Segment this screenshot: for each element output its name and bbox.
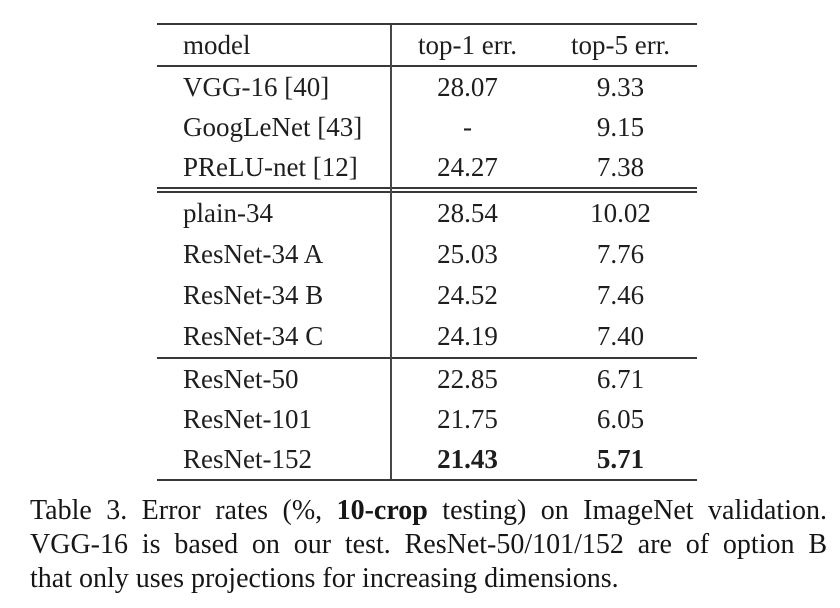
top5-cell: 7.38 (596, 151, 645, 182)
top5-cell: 6.05 (596, 403, 645, 434)
table-row: PReLU-net [12] 24.27 7.38 (157, 147, 697, 187)
model-cell: VGG-16 [40] (183, 71, 330, 102)
top1-cell: - (463, 111, 472, 142)
header-top5-err: top-5 err. (571, 29, 670, 60)
results-table: model top-1 err. top-5 err. VGG-16 [40] … (157, 23, 697, 481)
table-section-baselines: VGG-16 [40] 28.07 9.33 GoogLeNet [43] - … (157, 67, 697, 187)
top1-cell: 22.85 (437, 363, 498, 394)
caption-line1-pre: Table 3. Error rates (%, (30, 495, 337, 526)
top5-cell: 7.46 (596, 280, 645, 310)
top1-cell: 25.03 (437, 239, 498, 269)
model-cell: PReLU-net [12] (183, 151, 358, 182)
table-row: ResNet-34 B 24.52 7.46 (157, 275, 697, 316)
table-row: plain-34 28.54 10.02 (157, 193, 697, 234)
model-cell: plain-34 (183, 198, 273, 228)
table-row: VGG-16 [40] 28.07 9.33 (157, 67, 697, 107)
table-row: ResNet-50 22.85 6.71 (157, 359, 697, 399)
top5-cell-best: 5.71 (596, 443, 645, 474)
top1-cell: 24.52 (437, 280, 498, 310)
top5-cell: 7.40 (596, 321, 645, 351)
model-cell: ResNet-34 A (183, 239, 324, 269)
caption-line1-bold: 10-crop (336, 495, 428, 526)
caption-line1-post: testing) on ImageNet validation. (427, 495, 827, 526)
table-row: ResNet-34 A 25.03 7.76 (157, 234, 697, 275)
table-section-34-layer: plain-34 28.54 10.02 ResNet-34 A 25.03 7… (157, 193, 697, 357)
caption-line-3: that only uses projections for increasin… (30, 563, 619, 594)
table-header-row: model top-1 err. top-5 err. (157, 25, 697, 67)
top1-cell: 21.75 (437, 403, 498, 434)
caption-line-1: Table 3. Error rates (%, 10-crop testing… (30, 494, 827, 528)
top5-cell: 10.02 (590, 198, 651, 228)
caption-line-2: VGG-16 is based on our test. ResNet-50/1… (30, 529, 827, 560)
table-row: ResNet-152 21.43 5.71 (157, 439, 697, 479)
header-model: model (183, 29, 251, 60)
table-caption: Table 3. Error rates (%, 10-crop testing… (30, 494, 827, 596)
top1-cell-best: 21.43 (437, 443, 498, 474)
model-cell: ResNet-34 C (183, 321, 324, 351)
model-cell: ResNet-152 (183, 443, 312, 474)
table-section-deeper-resnets: ResNet-50 22.85 6.71 ResNet-101 21.75 6.… (157, 357, 697, 479)
top1-cell: 28.54 (437, 198, 498, 228)
model-cell: ResNet-34 B (183, 280, 324, 310)
top1-cell: 24.27 (437, 151, 498, 182)
header-top1-err: top-1 err. (418, 29, 517, 60)
top1-cell: 28.07 (437, 71, 498, 102)
column-divider-rule (390, 25, 392, 479)
model-cell: ResNet-101 (183, 403, 312, 434)
model-cell: GoogLeNet [43] (183, 111, 363, 142)
top1-cell: 24.19 (437, 321, 498, 351)
table-row: GoogLeNet [43] - 9.15 (157, 107, 697, 147)
top5-cell: 9.33 (596, 71, 645, 102)
double-rule (157, 187, 697, 193)
top5-cell: 6.71 (596, 363, 645, 394)
table-row: ResNet-101 21.75 6.05 (157, 399, 697, 439)
top5-cell: 7.76 (596, 239, 645, 269)
top5-cell: 9.15 (596, 111, 645, 142)
model-cell: ResNet-50 (183, 363, 299, 394)
table-row: ResNet-34 C 24.19 7.40 (157, 316, 697, 357)
